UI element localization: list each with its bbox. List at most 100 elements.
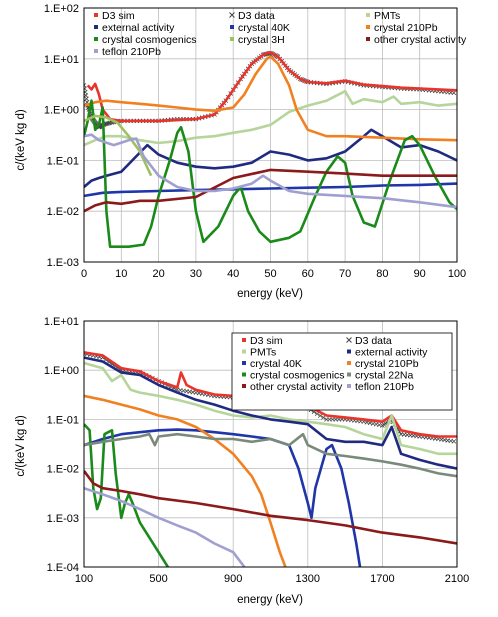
legend-marker-crystal-cosmogenics <box>242 372 246 377</box>
chart-1-series <box>84 50 457 248</box>
series-line <box>84 114 153 177</box>
y-tick-label: 1.E+00 <box>44 105 79 117</box>
legend-marker-crystal-210pb <box>366 25 370 29</box>
x-tick-label: 60 <box>302 268 314 280</box>
series-line <box>84 128 457 188</box>
legend-marker-crystal-40k <box>230 25 234 29</box>
series-crystal-22na <box>84 432 457 478</box>
legend-marker-d3-sim <box>94 13 98 17</box>
series-teflon-210pb <box>84 486 246 567</box>
x-tick-label: 10 <box>115 268 127 280</box>
chart-2-y-ticks: 1.E-04 1.E-03 1.E-02 1.E-01 1.E+00 1.E+01 <box>44 316 79 574</box>
series-line <box>84 168 457 213</box>
y-tick-label: 1.E-02 <box>47 464 79 476</box>
legend-marker-teflon-210pb <box>347 384 351 388</box>
series-external-activity <box>84 356 457 470</box>
x-tick-label: 1300 <box>296 573 320 585</box>
x-tick-label: 40 <box>227 268 239 280</box>
legend-marker-crystal-3h <box>230 37 234 41</box>
y-tick-label: 1.E+02 <box>44 3 79 15</box>
legend-label-d3-data: D3 data <box>238 10 275 22</box>
legend-label-crystal-210pb: crystal 210Pb <box>355 358 419 370</box>
series-other-crystal-activity <box>84 470 457 545</box>
legend-marker-pmts <box>242 349 246 354</box>
chart-2-plot-area <box>83 320 458 568</box>
legend-label-d3-data: D3 data <box>355 335 392 347</box>
x-tick-label: 2100 <box>445 573 469 585</box>
series-line <box>84 470 457 545</box>
legend-marker-external-activity <box>347 349 351 354</box>
y-tick-label: 1.E-04 <box>47 562 79 574</box>
legend-marker-d3-sim <box>242 338 246 342</box>
chart-2-x-axis-label: energy (keV) <box>237 594 303 606</box>
data-point <box>451 439 457 444</box>
chart-2-y-axis-label: c/(keV kg d) <box>15 415 27 477</box>
chart-1-x-axis-label: energy (keV) <box>237 288 303 300</box>
y-tick-label: 1.E-01 <box>47 155 79 167</box>
series-crystal-cosmogenics <box>84 99 457 248</box>
chart-2: 100 500 900 1300 1700 2100 1.E-04 1.E-03 1.E-02… <box>15 316 469 606</box>
x-tick-label: 50 <box>264 268 276 280</box>
legend-label-pmts: PMTs <box>374 10 400 22</box>
chart-1-plot-area <box>83 7 458 263</box>
y-tick-label: 1.E+01 <box>44 54 79 66</box>
series-crystal-210pb <box>84 394 287 567</box>
data-point <box>84 83 87 88</box>
legend-marker-crystal-210pb <box>347 361 351 365</box>
series-line <box>84 356 457 470</box>
legend-label-teflon-210pb: teflon 210Pb <box>355 381 414 393</box>
legend-marker-d3-data <box>346 337 352 343</box>
data-point <box>451 90 457 96</box>
x-tick-label: 20 <box>152 268 164 280</box>
series-crystal-3h <box>84 114 153 177</box>
legend-label-crystal-210pb: crystal 210Pb <box>374 22 438 34</box>
legend-label-crystal-22na: crystal 22Na <box>355 370 414 382</box>
series-d3-data <box>84 50 457 130</box>
x-tick-label: 900 <box>224 573 242 585</box>
legend-marker-pmts <box>366 13 370 17</box>
x-tick-label: 90 <box>414 268 426 280</box>
legend-label-external-activity: external activity <box>355 347 428 359</box>
series-line <box>84 423 170 567</box>
chart-1: 0 10 20 30 40 50 60 70 80 90 100 1.E-031.E-021.E-0… <box>15 3 467 300</box>
legend-label-other-crystal-activity: other crystal activity <box>250 381 343 393</box>
series-line <box>84 99 457 248</box>
y-tick-label: 1.E+01 <box>44 316 79 328</box>
x-tick-label: 80 <box>376 268 388 280</box>
chart-2-x-ticks: 100 500 900 1300 1700 2100 <box>75 573 469 585</box>
x-tick-label: 30 <box>190 268 202 280</box>
series-external-activity <box>84 128 457 188</box>
x-tick-label: 0 <box>81 268 87 280</box>
legend-marker-crystal-cosmogenics <box>94 37 98 41</box>
y-tick-label: 1.E-03 <box>47 257 79 269</box>
legend-marker-teflon-210pb <box>94 49 98 53</box>
series-teflon-210pb <box>84 133 457 209</box>
chart-2-legend-box <box>231 332 453 411</box>
series-line <box>84 486 246 567</box>
series-crystal-210pb <box>84 55 457 142</box>
legend-marker-crystal-40k <box>242 361 246 365</box>
legend-marker-crystal-22na <box>347 372 351 377</box>
legend-label-pmts: PMTs <box>250 347 276 359</box>
y-tick-label: 1.E-02 <box>47 206 79 218</box>
chart-2-series <box>84 351 457 567</box>
series-line <box>84 133 457 209</box>
x-tick-label: 70 <box>339 268 351 280</box>
series-other-crystal-activity <box>84 168 457 213</box>
series-line <box>86 50 457 123</box>
data-point <box>321 415 326 420</box>
chart-1-x-ticks: 0 10 20 30 40 50 60 70 80 90 100 <box>81 268 466 280</box>
x-tick-label: 1700 <box>370 573 394 585</box>
chart-1-y-ticks: 1.E-03 1.E-02 1.E-01 1.E+00 1.E+01 1.E+02 <box>44 3 79 269</box>
legend-label-teflon-210pb: teflon 210Pb <box>102 46 161 58</box>
x-tick-label: 100 <box>75 573 93 585</box>
series-line <box>84 55 457 142</box>
legend-label-crystal-40k: crystal 40K <box>250 358 302 370</box>
data-point <box>84 89 88 95</box>
legend-label-crystal-cosmogenics: crystal cosmogenics <box>102 34 197 46</box>
series-line <box>84 394 287 567</box>
series-line <box>84 432 457 478</box>
